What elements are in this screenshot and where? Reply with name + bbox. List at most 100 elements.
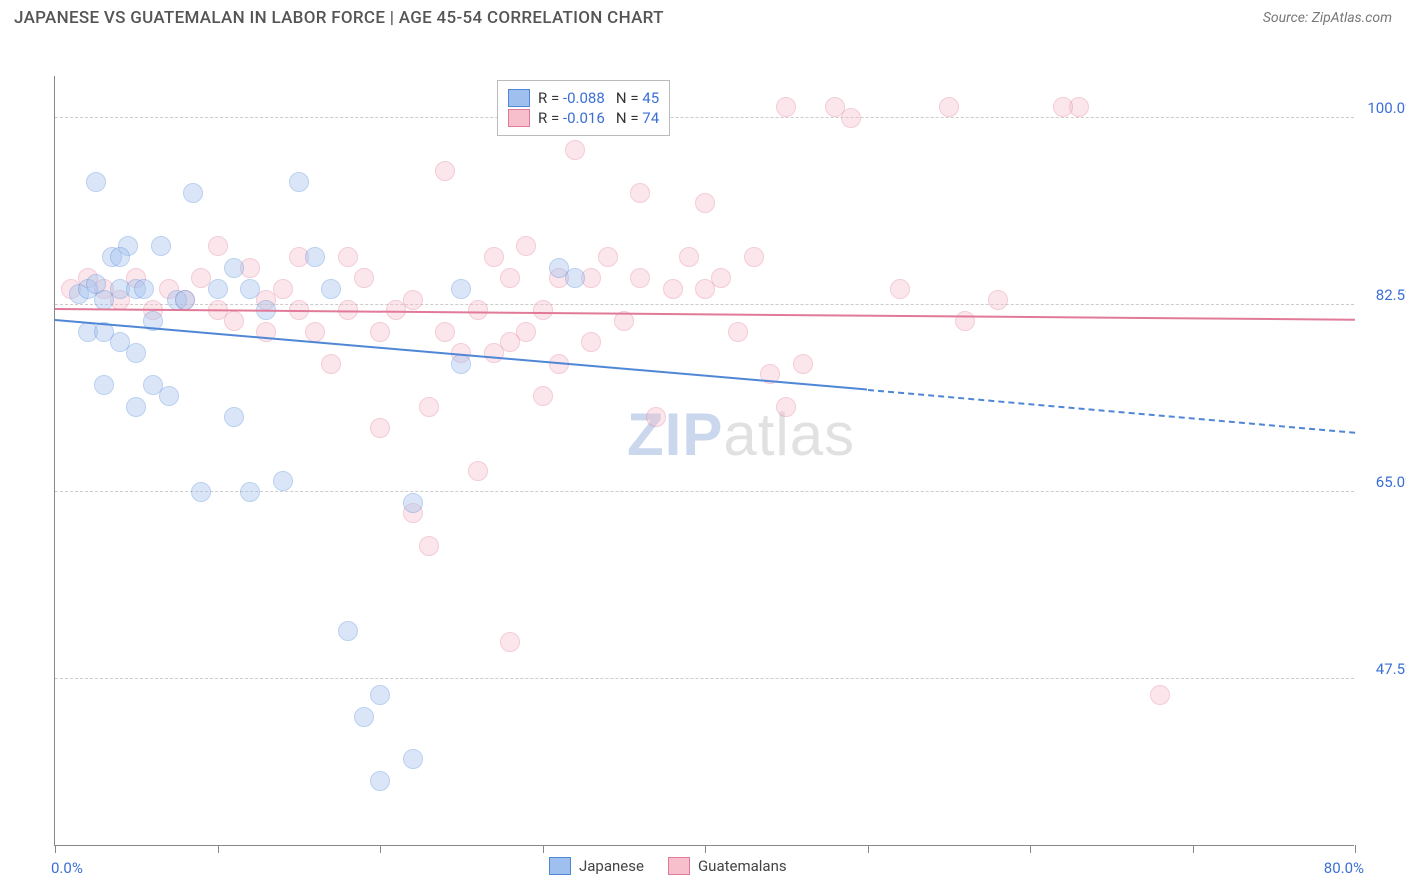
- data-point: [273, 279, 293, 299]
- data-point: [988, 290, 1008, 310]
- data-point: [533, 386, 553, 406]
- chart-title: JAPANESE VS GUATEMALAN IN LABOR FORCE | …: [14, 8, 664, 28]
- data-point: [110, 247, 130, 267]
- data-point: [134, 279, 154, 299]
- data-point: [151, 236, 171, 256]
- x-tick: [55, 845, 56, 853]
- data-point: [175, 290, 195, 310]
- gridline: [55, 678, 1354, 679]
- data-point: [890, 279, 910, 299]
- data-point: [500, 268, 520, 288]
- data-point: [533, 300, 553, 320]
- y-tick-label: 65.0%: [1376, 473, 1406, 491]
- data-point: [403, 493, 423, 513]
- data-point: [468, 461, 488, 481]
- data-point: [370, 322, 390, 342]
- data-point: [581, 332, 601, 352]
- data-point: [776, 97, 796, 117]
- watermark-bold: ZIP: [627, 401, 723, 468]
- data-point: [646, 407, 666, 427]
- data-point: [435, 161, 455, 181]
- x-tick: [218, 845, 219, 853]
- legend-swatch: [668, 857, 690, 875]
- data-point: [224, 311, 244, 331]
- data-point: [86, 172, 106, 192]
- trend-line: [55, 308, 1355, 321]
- data-point: [403, 290, 423, 310]
- data-point: [403, 749, 423, 769]
- series-legend: Japanese Guatemalans: [549, 857, 787, 875]
- data-point: [240, 279, 260, 299]
- data-point: [776, 397, 796, 417]
- data-point: [955, 311, 975, 331]
- data-point: [183, 183, 203, 203]
- trend-line: [867, 389, 1355, 434]
- data-point: [451, 279, 471, 299]
- data-point: [793, 354, 813, 374]
- data-point: [354, 268, 374, 288]
- x-tick: [380, 845, 381, 853]
- legend-item: Japanese: [549, 857, 644, 875]
- data-point: [516, 322, 536, 342]
- y-tick-label: 47.5%: [1376, 660, 1406, 678]
- y-tick-label: 82.5%: [1376, 286, 1406, 304]
- data-point: [419, 536, 439, 556]
- x-tick: [868, 845, 869, 853]
- x-min-label: 0.0%: [51, 859, 83, 877]
- data-point: [305, 247, 325, 267]
- data-point: [94, 375, 114, 395]
- data-point: [630, 183, 650, 203]
- data-point: [321, 279, 341, 299]
- x-tick: [1030, 845, 1031, 853]
- correlation-legend: R = -0.088 N = 45R = -0.016 N = 74: [497, 80, 670, 136]
- data-point: [695, 193, 715, 213]
- x-max-label: 80.0%: [1324, 859, 1364, 877]
- legend-label: Japanese: [579, 857, 644, 875]
- legend-swatch: [549, 857, 571, 875]
- data-point: [500, 632, 520, 652]
- data-point: [273, 471, 293, 491]
- data-point: [354, 707, 374, 727]
- plot-area: ZIPatlas 100.0%82.5%65.0%47.5%0.0%80.0%R…: [54, 76, 1354, 846]
- data-point: [516, 236, 536, 256]
- data-point: [419, 397, 439, 417]
- data-point: [305, 322, 325, 342]
- legend-stats: R = -0.016 N = 74: [538, 109, 659, 127]
- data-point: [451, 354, 471, 374]
- data-point: [598, 247, 618, 267]
- data-point: [208, 279, 228, 299]
- data-point: [338, 621, 358, 641]
- data-point: [744, 247, 764, 267]
- chart-header: JAPANESE VS GUATEMALAN IN LABOR FORCE | …: [0, 0, 1406, 34]
- data-point: [1053, 97, 1073, 117]
- legend-swatch: [508, 109, 530, 127]
- data-point: [468, 300, 488, 320]
- data-point: [663, 279, 683, 299]
- data-point: [1150, 685, 1170, 705]
- x-tick: [543, 845, 544, 853]
- gridline: [55, 304, 1354, 305]
- data-point: [370, 771, 390, 791]
- data-point: [679, 247, 699, 267]
- x-tick: [1355, 845, 1356, 853]
- legend-swatch: [508, 89, 530, 107]
- data-point: [841, 108, 861, 128]
- data-point: [435, 322, 455, 342]
- data-point: [289, 172, 309, 192]
- data-point: [126, 343, 146, 363]
- data-point: [565, 268, 585, 288]
- data-point: [321, 354, 341, 374]
- data-point: [939, 97, 959, 117]
- legend-row: R = -0.016 N = 74: [508, 109, 659, 127]
- data-point: [711, 268, 731, 288]
- x-tick: [1193, 845, 1194, 853]
- y-tick-label: 100.0%: [1367, 99, 1406, 117]
- gridline: [55, 117, 1354, 118]
- legend-item: Guatemalans: [668, 857, 787, 875]
- data-point: [126, 397, 146, 417]
- data-point: [240, 482, 260, 502]
- source-attribution: Source: ZipAtlas.com: [1263, 10, 1392, 26]
- data-point: [191, 482, 211, 502]
- data-point: [224, 407, 244, 427]
- data-point: [565, 140, 585, 160]
